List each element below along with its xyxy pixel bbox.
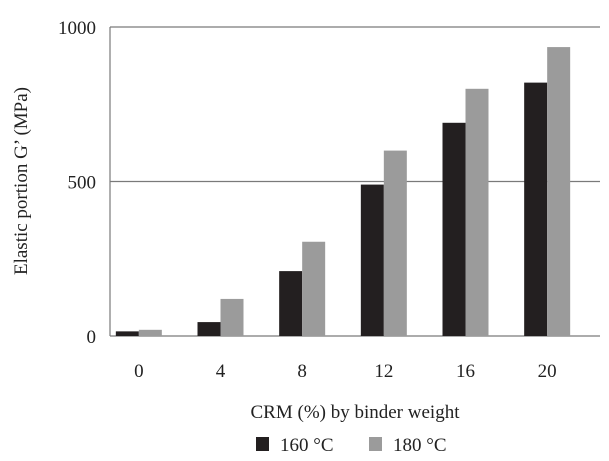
y-axis-title: Elastic portion G’ (MPa) xyxy=(11,87,32,275)
bar-160c-4 xyxy=(197,322,221,336)
legend-label: 180 °C xyxy=(393,435,447,456)
bar-160c-16 xyxy=(442,122,466,336)
bar-160c-20 xyxy=(524,82,548,337)
x-tick-label: 8 xyxy=(297,361,307,382)
bar-180c-16 xyxy=(465,88,489,336)
x-tick-label: 16 xyxy=(456,361,475,382)
bar-160c-8 xyxy=(279,271,303,336)
y-tick-label: 1000 xyxy=(58,18,96,39)
y-tick-label: 0 xyxy=(87,327,97,348)
legend-swatch xyxy=(369,437,382,451)
gridlines xyxy=(110,26,600,337)
bar-180c-8 xyxy=(302,241,326,336)
x-tick-label: 12 xyxy=(374,361,393,382)
x-tick-label: 4 xyxy=(216,361,226,382)
y-tick-labels: 0 500 1000 xyxy=(58,18,96,348)
legend-swatch xyxy=(256,437,269,451)
bar-160c-0 xyxy=(115,331,139,336)
bars xyxy=(115,47,571,337)
y-tick-label: 500 xyxy=(68,173,97,194)
legend: 160 °C 180 °C xyxy=(256,435,447,456)
legend-label: 160 °C xyxy=(280,435,334,456)
x-tick-labels: 0 4 8 12 16 20 xyxy=(134,361,557,382)
bar-180c-4 xyxy=(220,298,244,336)
x-tick-label: 0 xyxy=(134,361,144,382)
x-tick-label: 20 xyxy=(538,361,557,382)
bar-160c-12 xyxy=(360,184,384,336)
bar-180c-20 xyxy=(547,47,571,337)
x-axis-title: CRM (%) by binder weight xyxy=(251,402,461,423)
bar-180c-0 xyxy=(138,329,162,336)
bar-180c-12 xyxy=(383,150,407,336)
